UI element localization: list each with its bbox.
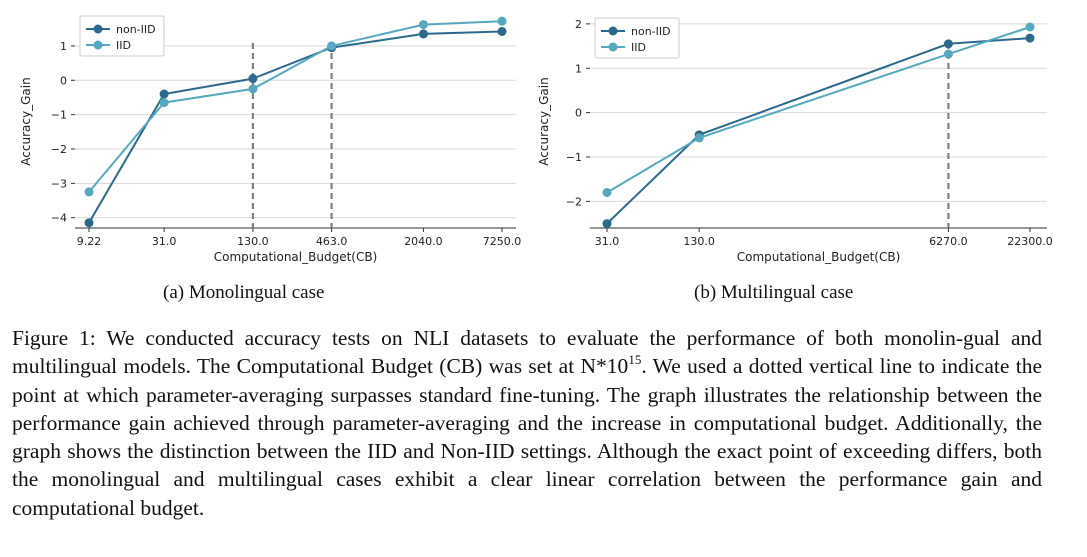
figure-caption: Figure 1: We conducted accuracy tests on… bbox=[12, 324, 1042, 522]
subcaption-monolingual: (a) Monolingual case bbox=[163, 282, 325, 303]
y-tick-label: −1 bbox=[566, 151, 582, 164]
figure-caption-superscript: 15 bbox=[628, 352, 642, 368]
y-tick-label: −2 bbox=[566, 195, 582, 208]
legend-swatch-marker bbox=[608, 26, 618, 36]
y-tick-label: −4 bbox=[51, 212, 67, 225]
y-tick-label: 1 bbox=[60, 40, 67, 53]
x-tick-label: 9.22 bbox=[77, 235, 102, 248]
x-axis-label: Computational_Budget(CB) bbox=[214, 250, 378, 264]
data-point-non-iid bbox=[497, 26, 507, 36]
data-point-iid bbox=[1025, 22, 1035, 32]
data-point-non-iid bbox=[159, 89, 169, 99]
data-point-iid bbox=[327, 41, 337, 51]
legend-label: non-IID bbox=[631, 25, 671, 38]
x-tick-label: 31.0 bbox=[152, 235, 177, 248]
data-point-non-iid bbox=[1025, 33, 1035, 43]
y-tick-label: 2 bbox=[575, 18, 582, 31]
data-point-iid bbox=[602, 188, 612, 197]
data-point-non-iid bbox=[84, 218, 94, 228]
chart-multilingual: 2 1 0 −1 −2 31.0 130.0 6270.0 22300.0 Computation… bbox=[537, 17, 1053, 264]
legend-label: non-IID bbox=[116, 23, 156, 36]
legend-label: IID bbox=[116, 39, 131, 52]
x-tick-label: 130.0 bbox=[683, 235, 715, 248]
x-tick-label: 130.0 bbox=[237, 235, 269, 248]
data-point-non-iid bbox=[943, 39, 953, 49]
legend-label: IID bbox=[631, 41, 646, 54]
data-point-non-iid bbox=[248, 74, 258, 84]
data-point-iid bbox=[943, 49, 953, 59]
data-point-iid bbox=[84, 187, 94, 197]
data-point-iid bbox=[418, 20, 428, 30]
data-point-iid bbox=[159, 98, 169, 108]
y-tick-label: 0 bbox=[575, 107, 582, 120]
series-line-non-iid bbox=[606, 37, 1031, 225]
y-tick-label: 0 bbox=[60, 74, 67, 87]
y-tick-label: −3 bbox=[51, 177, 67, 190]
x-tick-label: 31.0 bbox=[595, 235, 620, 248]
legend-swatch-marker bbox=[608, 42, 618, 52]
data-point-non-iid bbox=[418, 29, 428, 39]
x-axis-label: Computational_Budget(CB) bbox=[737, 250, 901, 264]
data-point-non-iid bbox=[602, 219, 612, 229]
x-tick-label: 463.0 bbox=[316, 235, 348, 248]
series-line-iid bbox=[606, 26, 1031, 194]
y-tick-label: 1 bbox=[575, 62, 582, 75]
subcaption-multilingual: (b) Multilingual case bbox=[694, 282, 854, 303]
figure-caption-text-2: . We used a dotted vertical line to indi… bbox=[12, 354, 1043, 520]
y-axis-label: Accuracy_Gain bbox=[537, 77, 551, 165]
x-tick-label: 2040.0 bbox=[404, 235, 443, 248]
series-line-iid bbox=[88, 20, 503, 193]
series-line-non-iid bbox=[88, 30, 503, 224]
figure-caption-text-1: Figure 1: We conducted accuracy tests on… bbox=[12, 326, 1042, 379]
legend-swatch-marker bbox=[93, 24, 103, 34]
data-point-iid bbox=[248, 84, 258, 94]
y-tick-label: −1 bbox=[51, 109, 67, 122]
data-point-iid bbox=[694, 133, 704, 143]
y-tick-label: −2 bbox=[51, 143, 67, 156]
chart-monolingual: 1 0 −1 −2 −3 −4 9.22 31.0 130.0 463.0 2040.0 7250.0… bbox=[19, 15, 522, 264]
legend-swatch-marker bbox=[93, 40, 103, 50]
x-tick-label: 7250.0 bbox=[483, 235, 522, 248]
data-point-iid bbox=[497, 16, 507, 26]
y-axis-label: Accuracy_Gain bbox=[19, 77, 33, 165]
x-tick-label: 6270.0 bbox=[929, 235, 968, 248]
x-tick-label: 22300.0 bbox=[1007, 235, 1053, 248]
